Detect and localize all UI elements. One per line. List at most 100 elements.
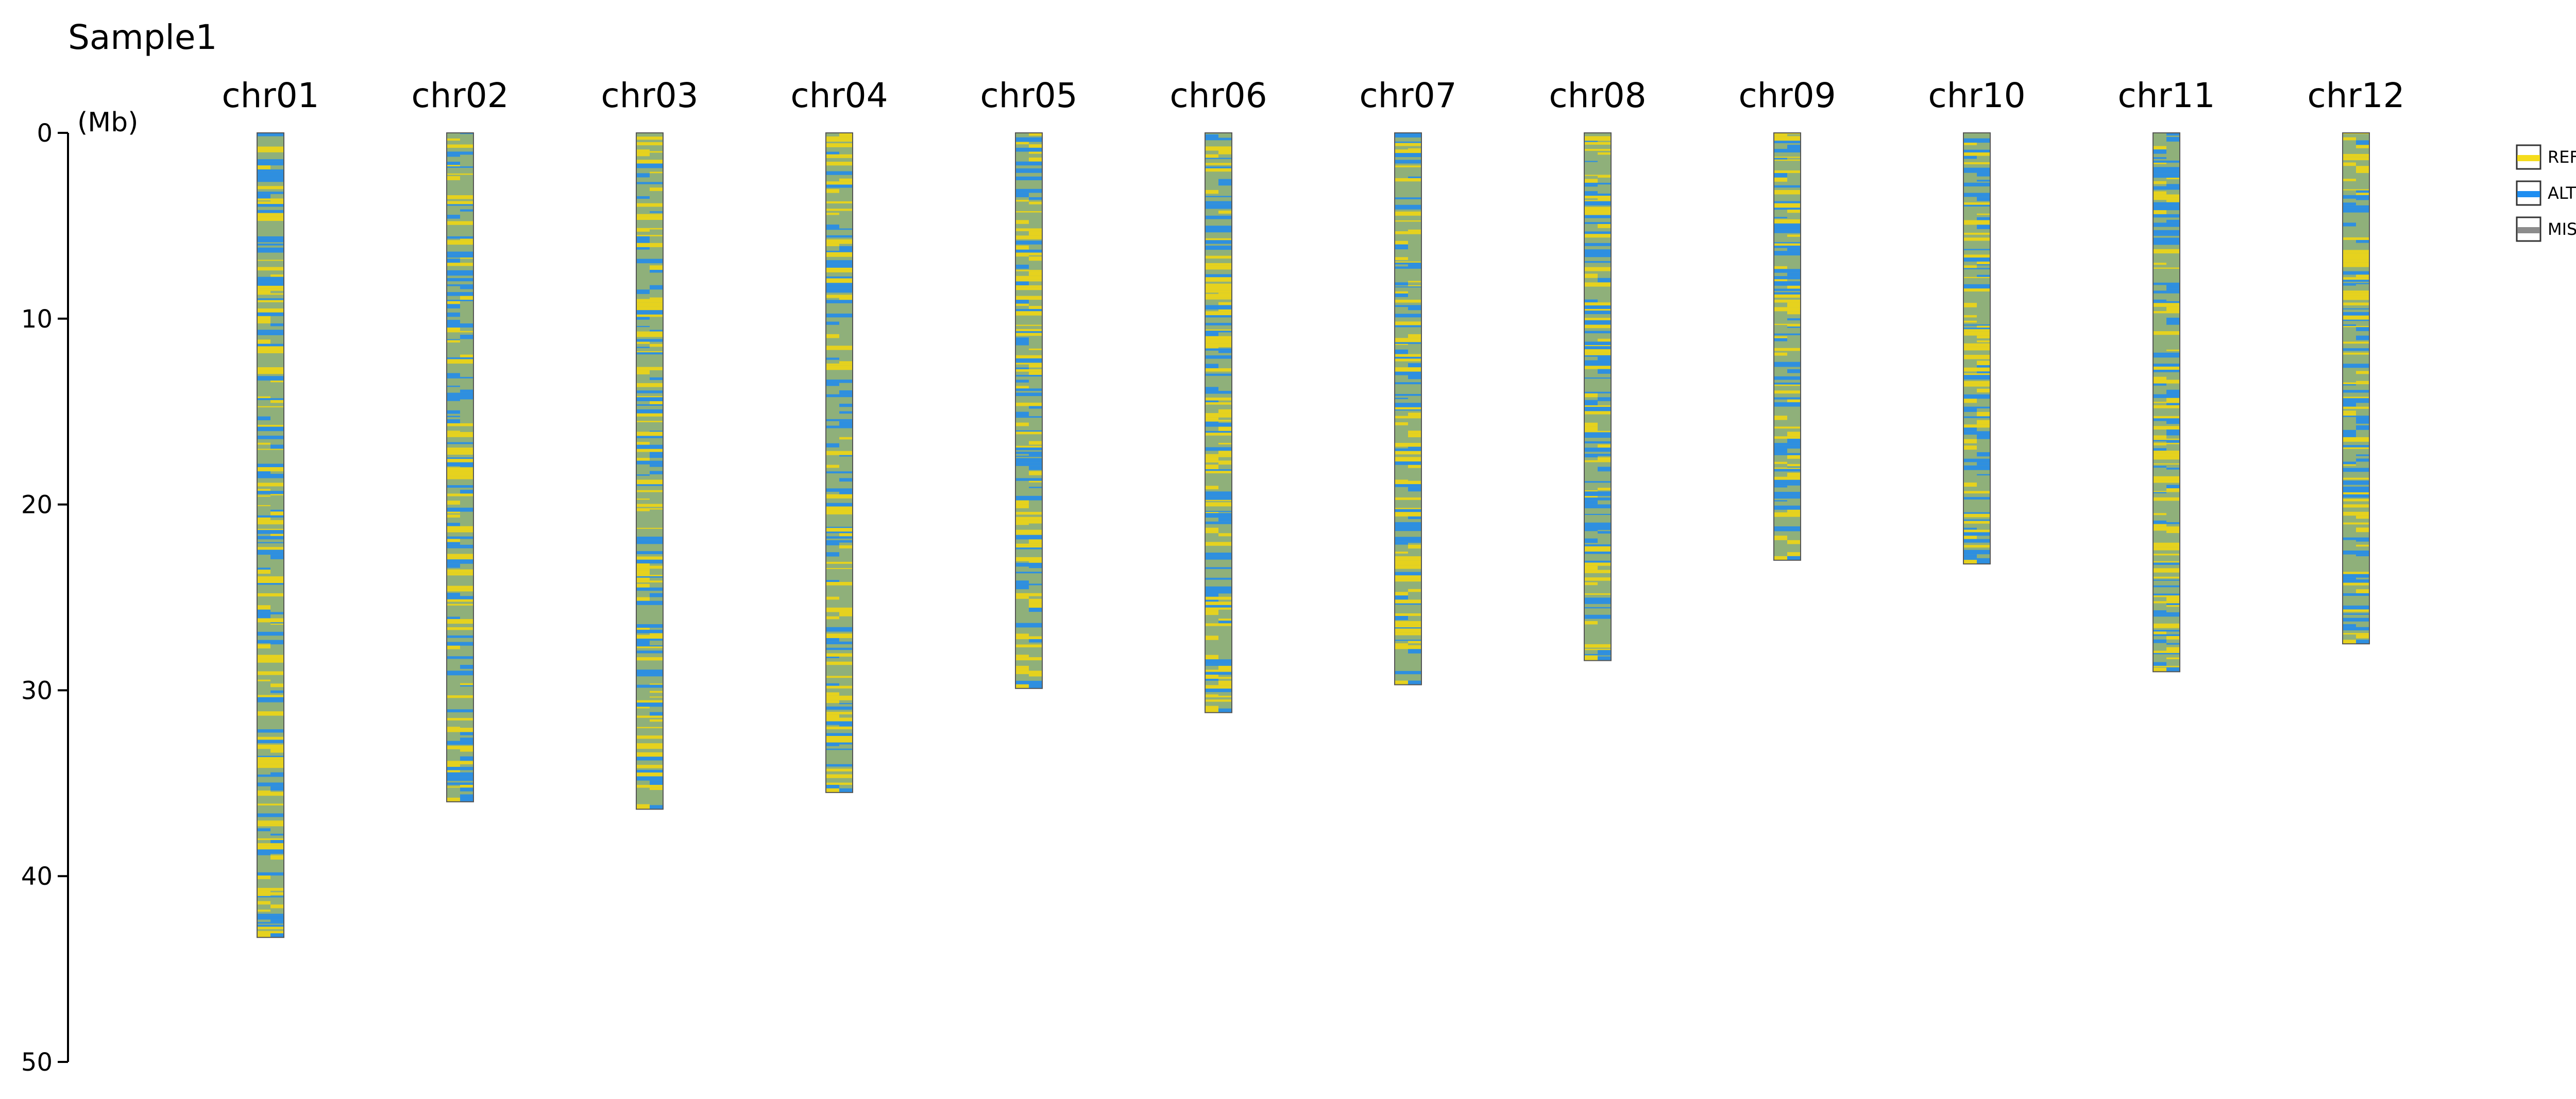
genotype-stripe [1977,340,1990,342]
genotype-stripe [650,691,663,693]
genotype-stripe [2343,577,2356,580]
genotype-stripe [636,383,663,387]
genotype-stripe [2356,166,2369,170]
genotype-stripe [1408,431,1421,434]
genotype-stripe [636,247,650,250]
genotype-stripe [826,136,853,138]
genotype-stripe [1205,433,1232,436]
genotype-stripe [1029,271,1042,276]
genotype-stripe [1395,349,1408,354]
genotype-stripe [1774,203,1801,208]
genotype-stripe [447,320,460,324]
genotype-stripe [2356,454,2369,456]
genotype-stripe [1787,438,1801,443]
genotype-stripe [2166,219,2180,223]
genotype-stripe [257,605,270,610]
genotype-stripe [636,163,663,168]
genotype-stripe [1584,353,1611,355]
genotype-stripe [1218,518,1232,522]
genotype-stripe [636,639,663,641]
genotype-stripe [2153,442,2180,444]
genotype-stripe [1584,175,1611,176]
chromosome-end-cap [650,805,663,810]
genotype-stripe [1977,474,1990,476]
genotype-stripe [1584,504,1611,508]
genotype-stripe [826,276,853,279]
genotype-stripe [447,730,473,732]
genotype-stripe [1015,303,1029,306]
genotype-stripe [1205,265,1232,270]
genotype-stripe [1029,539,1042,544]
genotype-stripe [257,542,284,543]
genotype-stripe [257,290,270,294]
genotype-stripe [636,490,663,492]
genotype-stripe [447,558,473,560]
genotype-stripe [2343,195,2369,199]
genotype-stripe [1029,480,1042,483]
genotype-stripe [2153,630,2180,632]
genotype-stripe [2153,355,2180,358]
genotype-stripe [1584,346,1611,350]
genotype-stripe [257,491,284,494]
genotype-stripe [1395,526,1421,531]
genotype-stripe [1015,279,1042,282]
genotype-stripe [826,726,853,730]
genotype-stripe [1015,462,1042,466]
genotype-stripe [636,509,650,511]
genotype-stripe [2343,486,2369,491]
genotype-stripe [1584,602,1611,604]
genotype-stripe [2153,214,2180,218]
legend-item: ALT [2516,180,2576,206]
genotype-stripe [1977,411,1990,417]
genotype-stripe [826,488,853,492]
genotype-stripe [1774,294,1801,298]
genotype-stripe [1774,479,1801,484]
genotype-stripe [2343,271,2369,275]
genotype-stripe [1029,466,1042,470]
genotype-stripe [636,765,663,768]
chromosome-bar [2153,132,2180,673]
genotype-stripe [2343,461,2356,465]
genotype-stripe [1029,231,1042,236]
genotype-stripe [1787,210,1801,213]
genotype-stripe [1205,240,1232,242]
genotype-stripe [447,284,473,286]
genotype-stripe [1205,215,1232,219]
genotype-stripe [257,201,284,204]
genotype-stripe [2153,444,2166,445]
chromosome-end-cap [1584,656,1598,661]
genotype-stripe [257,759,284,764]
genotype-stripe [826,313,853,318]
genotype-stripe [1015,386,1029,389]
genotype-stripe [2153,230,2180,234]
genotype-stripe [2343,277,2369,280]
genotype-stripe [1205,513,1232,518]
genotype-stripe [636,333,663,337]
genotype-stripe [447,373,460,377]
genotype-stripe [1774,225,1801,230]
genotype-stripe [257,216,284,221]
genotype-stripe [1015,416,1042,418]
genotype-stripe [257,260,284,261]
genotype-stripe [1205,672,1232,675]
genotype-stripe [1015,633,1029,637]
genotype-stripe [1977,365,1990,368]
genotype-stripe [1963,381,1990,384]
genotype-stripe [1774,177,1787,182]
genotype-stripe [1963,497,1990,500]
genotype-stripe [1205,274,1232,278]
genotype-stripe [1015,363,1042,365]
genotype-stripe [2153,194,2180,198]
genotype-stripe [1584,184,1598,187]
genotype-stripe [1015,309,1042,312]
genotype-stripe [826,580,839,582]
genotype-stripe [1977,325,1990,328]
genotype-stripe [1584,234,1611,238]
genotype-stripe [257,319,270,323]
genotype-stripe [839,361,853,364]
genotype-stripe [447,511,460,513]
genotype-stripe [460,389,473,393]
legend: REFALTMISSING [2516,144,2576,242]
genotype-stripe [257,424,284,427]
genotype-stripe [257,171,284,176]
